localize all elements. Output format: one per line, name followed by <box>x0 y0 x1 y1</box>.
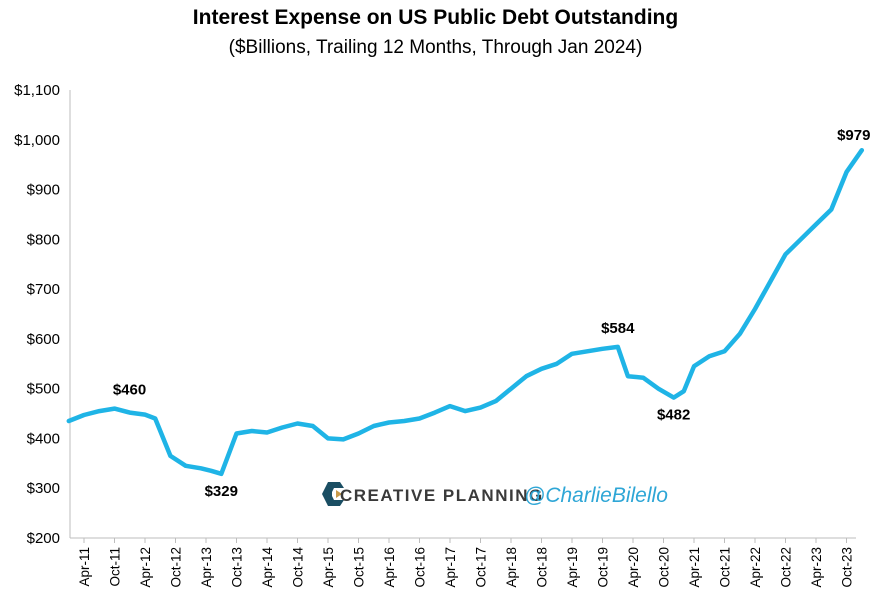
data-label: $979 <box>837 127 870 144</box>
x-tick-label: Apr-12 <box>138 547 153 588</box>
x-tick-label: Apr-16 <box>382 547 397 588</box>
x-tick-label: Oct-14 <box>291 547 306 588</box>
y-axis: $200 $300 $400 $500 $600 $700 $800 $900 $1,000 $1… <box>14 82 71 547</box>
creative-planning-logo-icon <box>322 482 344 506</box>
x-tick-label: Apr-22 <box>748 547 763 588</box>
x-tick-label: Apr-17 <box>443 547 458 588</box>
callouts: $460 $329 $584 $482 $979 <box>113 127 871 500</box>
x-tick-label: Apr-20 <box>626 547 641 588</box>
x-tick-label: Oct-19 <box>596 547 611 588</box>
x-tick-label: Oct-22 <box>779 547 794 588</box>
watermark-brand: CREATIVE PLANNING <box>340 486 544 505</box>
x-tick-label: Oct-15 <box>352 547 367 588</box>
x-tick-label: Apr-14 <box>260 547 275 588</box>
series-line <box>66 147 865 477</box>
x-tick-label: Apr-15 <box>321 547 336 588</box>
y-tick-label: $1,100 <box>14 82 60 99</box>
x-tick-label: Oct-12 <box>169 547 184 588</box>
y-tick-label: $400 <box>27 430 60 447</box>
y-tick-label: $1,000 <box>14 132 60 149</box>
y-tick-label: $900 <box>27 182 60 199</box>
x-tick-label: Oct-17 <box>474 547 489 588</box>
watermark: CREATIVE PLANNING @CharlieBilello <box>322 482 668 507</box>
data-label: $482 <box>657 407 690 424</box>
y-tick-label: $600 <box>27 331 60 348</box>
x-tick-label: Apr-13 <box>199 547 214 588</box>
x-tick-label: Oct-13 <box>230 547 245 588</box>
watermark-handle: @CharlieBilello <box>524 484 668 507</box>
x-tick-label: Apr-23 <box>809 547 824 588</box>
y-tick-label: $500 <box>27 381 60 398</box>
x-tick-label: Oct-18 <box>535 547 550 588</box>
x-tick-label: Apr-11 <box>77 547 92 587</box>
chart-title: Interest Expense on US Public Debt Outst… <box>192 6 679 29</box>
x-tick-label: Apr-19 <box>565 547 580 588</box>
x-tick-label: Oct-20 <box>657 547 672 588</box>
y-tick-label: $800 <box>27 231 60 248</box>
x-tick-label: Apr-21 <box>687 547 702 588</box>
data-label: $584 <box>601 320 635 337</box>
x-tick-label: Oct-16 <box>413 547 428 588</box>
x-tick-label: Apr-18 <box>504 547 519 588</box>
x-tick-label: Oct-23 <box>840 547 855 588</box>
y-tick-label: $300 <box>27 480 60 497</box>
x-tick-label: Oct-11 <box>108 547 123 587</box>
series-group <box>66 147 865 477</box>
chart-subtitle: ($Billions, Trailing 12 Months, Through … <box>228 37 643 58</box>
y-tick-label: $700 <box>27 281 60 298</box>
data-label: $460 <box>113 382 146 399</box>
data-label: $329 <box>205 483 238 500</box>
x-tick-label: Oct-21 <box>718 547 733 588</box>
y-tick-label: $200 <box>27 530 60 547</box>
x-axis: Apr-11 Oct-11 Apr-12 Oct-12 Apr-13 Oct-13 Apr-… <box>70 537 856 588</box>
